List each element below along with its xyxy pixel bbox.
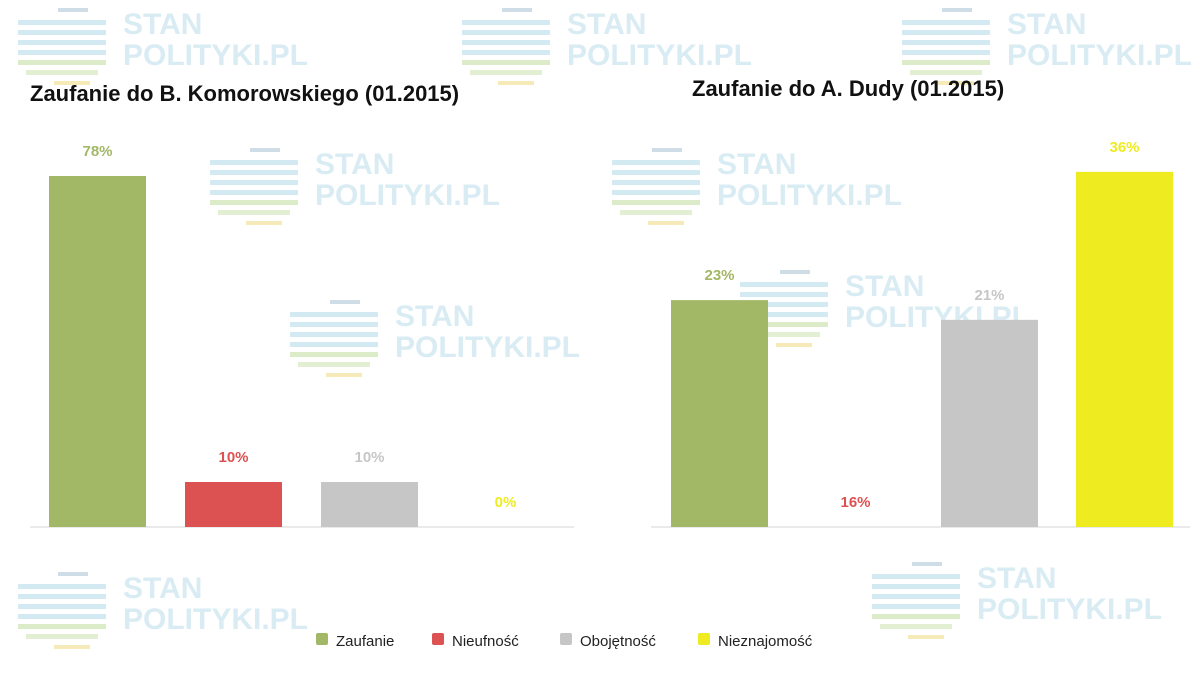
watermark-line2: POLITYKI.PL xyxy=(315,179,500,212)
watermark-line1: STAN xyxy=(717,148,796,181)
watermark-line1: STAN xyxy=(977,562,1056,595)
bar-komorowski-zaufanie[interactable] xyxy=(49,176,146,527)
legend-label-nieufnosc: Nieufność xyxy=(452,633,519,650)
legend: Zaufanie Nieufność Obojętność Nieznajomo… xyxy=(316,633,813,650)
watermark-logo-icon xyxy=(612,148,700,225)
bar-label-duda-nieufnosć: 16% xyxy=(840,494,870,511)
bar-duda-obojetnosć[interactable] xyxy=(941,319,1038,527)
legend-label-zaufanie: Zaufanie xyxy=(336,633,394,650)
legend-item-zaufanie[interactable]: Zaufanie xyxy=(316,633,394,650)
watermark-logo-icon xyxy=(872,562,960,639)
watermark-line1: STAN xyxy=(123,572,202,605)
bar-label-duda-nieznajomosć: 36% xyxy=(1109,139,1139,156)
watermark-line2: POLITYKI.PL xyxy=(123,603,308,636)
watermark-line1: STAN xyxy=(123,8,202,41)
watermark-line2: POLITYKI.PL xyxy=(977,593,1162,626)
watermark-line1: STAN xyxy=(1007,8,1086,41)
bar-komorowski-nieufnosć[interactable] xyxy=(185,482,282,527)
watermark-layer: STANPOLITYKI.PLSTANPOLITYKI.PLSTANPOLITY… xyxy=(18,8,1192,649)
bar-duda-zaufanie[interactable] xyxy=(671,300,768,527)
legend-item-obojetnosc[interactable]: Obojętność xyxy=(560,633,656,650)
legend-item-nieznajomosc[interactable]: Nieznajomość xyxy=(698,633,813,650)
legend-swatch-zaufanie xyxy=(316,633,328,645)
legend-item-nieufnosc[interactable]: Nieufność xyxy=(432,633,519,650)
legend-label-nieznajomosc: Nieznajomość xyxy=(718,633,813,650)
legend-swatch-nieznajomosc xyxy=(698,633,710,645)
legend-label-obojetnosc: Obojętność xyxy=(580,633,656,650)
watermark-line1: STAN xyxy=(395,300,474,333)
bars-duda: 23% 16% 21% 36% xyxy=(671,139,1173,527)
watermark-logo-icon xyxy=(210,148,298,225)
watermark-logo-icon xyxy=(462,8,550,85)
watermark-line2: POLITYKI.PL xyxy=(123,39,308,72)
legend-swatch-obojetnosc xyxy=(560,633,572,645)
chart-duda: Zaufanie do A. Dudy (01.2015) 23% 16% 21% 3… xyxy=(651,76,1190,528)
chart-title-duda: Zaufanie do A. Dudy (01.2015) xyxy=(692,76,1004,101)
watermark-line2: POLITYKI.PL xyxy=(567,39,752,72)
watermark-logo-icon xyxy=(18,572,106,649)
bars-komorowski: 78% 10% 10% 0% xyxy=(49,143,516,527)
bar-label-komorowski-nieufnosć: 10% xyxy=(218,449,248,466)
bar-label-komorowski-obojetnosć: 10% xyxy=(354,449,384,466)
bar-label-duda-obojetnosć: 21% xyxy=(974,287,1004,304)
chart-komorowski: Zaufanie do B. Komorowskiego (01.2015) 7… xyxy=(30,81,574,528)
watermark-line1: STAN xyxy=(567,8,646,41)
chart-title-komorowski: Zaufanie do B. Komorowskiego (01.2015) xyxy=(30,81,459,106)
watermark-line1: STAN xyxy=(845,270,924,303)
bar-label-duda-zaufanie: 23% xyxy=(704,267,734,284)
bar-komorowski-obojetnosć[interactable] xyxy=(321,482,418,527)
watermark-line1: STAN xyxy=(315,148,394,181)
watermark-line2: POLITYKI.PL xyxy=(1007,39,1192,72)
bar-label-komorowski-zaufanie: 78% xyxy=(82,143,112,160)
bar-label-komorowski-nieznajomosć: 0% xyxy=(495,494,517,511)
watermark-line2: POLITYKI.PL xyxy=(395,331,580,364)
bar-duda-nieznajomosć[interactable] xyxy=(1076,171,1173,527)
watermark-logo-icon xyxy=(290,300,378,377)
watermark-logo-icon xyxy=(18,8,106,85)
legend-swatch-nieufnosc xyxy=(432,633,444,645)
watermark-logo-icon xyxy=(902,8,990,85)
watermark-line2: POLITYKI.PL xyxy=(717,179,902,212)
